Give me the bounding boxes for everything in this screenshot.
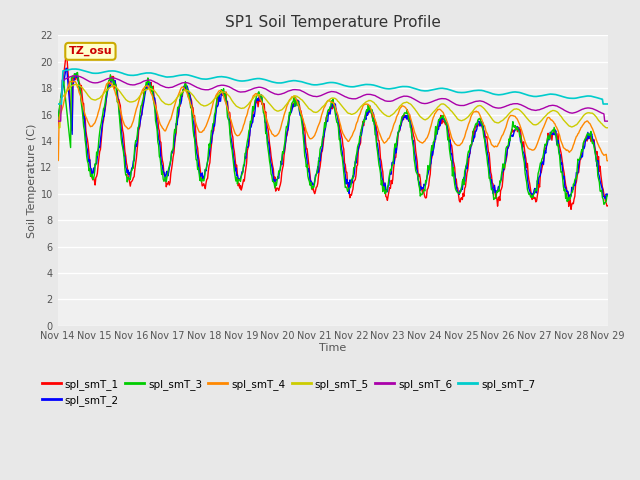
spl_smT_6 xyxy=(417,100,424,106)
Title: SP1 Soil Temperature Profile: SP1 Soil Temperature Profile xyxy=(225,15,440,30)
spl_smT_4 xyxy=(54,158,61,164)
spl_smT_6 xyxy=(401,93,408,99)
spl_smT_3 xyxy=(74,70,81,75)
Line: spl_smT_4: spl_smT_4 xyxy=(58,82,608,161)
spl_smT_7 xyxy=(64,67,72,73)
spl_smT_2 xyxy=(177,101,184,107)
spl_smT_6 xyxy=(206,86,214,92)
spl_smT_3 xyxy=(604,192,612,198)
spl_smT_4 xyxy=(121,123,129,129)
spl_smT_1 xyxy=(604,203,612,209)
spl_smT_5 xyxy=(121,96,129,101)
spl_smT_2 xyxy=(54,118,61,124)
spl_smT_1 xyxy=(177,95,184,101)
Legend: spl_smT_1, spl_smT_2, spl_smT_3, spl_smT_4, spl_smT_5, spl_smT_6, spl_smT_7: spl_smT_1, spl_smT_2, spl_smT_3, spl_smT… xyxy=(38,374,540,410)
spl_smT_3 xyxy=(206,144,214,150)
Line: spl_smT_6: spl_smT_6 xyxy=(58,76,608,121)
spl_smT_3 xyxy=(417,193,424,199)
spl_smT_2 xyxy=(401,114,408,120)
spl_smT_1 xyxy=(401,112,408,118)
spl_smT_5 xyxy=(604,125,612,131)
spl_smT_1 xyxy=(54,125,61,131)
spl_smT_2 xyxy=(417,187,424,193)
spl_smT_1 xyxy=(62,52,70,58)
Line: spl_smT_7: spl_smT_7 xyxy=(58,69,608,104)
spl_smT_1 xyxy=(206,160,214,166)
spl_smT_7 xyxy=(401,84,408,89)
Line: spl_smT_2: spl_smT_2 xyxy=(58,68,608,199)
spl_smT_5 xyxy=(401,100,408,106)
Y-axis label: Soil Temperature (C): Soil Temperature (C) xyxy=(28,123,38,238)
spl_smT_7 xyxy=(417,87,424,93)
spl_smT_4 xyxy=(177,86,184,92)
spl_smT_2 xyxy=(602,196,609,202)
spl_smT_7 xyxy=(54,101,61,107)
spl_smT_2 xyxy=(206,146,214,152)
spl_smT_1 xyxy=(65,74,72,80)
spl_smT_3 xyxy=(64,115,72,121)
spl_smT_4 xyxy=(64,85,72,91)
spl_smT_2 xyxy=(604,191,612,197)
Text: TZ_osu: TZ_osu xyxy=(68,46,112,57)
Line: spl_smT_5: spl_smT_5 xyxy=(58,84,608,128)
spl_smT_2 xyxy=(62,65,70,71)
spl_smT_1 xyxy=(417,176,424,181)
spl_smT_6 xyxy=(604,118,612,124)
spl_smT_6 xyxy=(177,81,184,86)
spl_smT_5 xyxy=(64,88,72,94)
spl_smT_5 xyxy=(417,114,424,120)
spl_smT_4 xyxy=(401,104,408,109)
spl_smT_5 xyxy=(177,90,184,96)
spl_smT_4 xyxy=(417,139,424,145)
spl_smT_2 xyxy=(121,154,129,159)
spl_smT_4 xyxy=(206,113,214,119)
Line: spl_smT_3: spl_smT_3 xyxy=(58,72,608,204)
spl_smT_6 xyxy=(121,80,129,85)
spl_smT_7 xyxy=(206,76,214,82)
spl_smT_2 xyxy=(65,84,72,90)
spl_smT_5 xyxy=(54,125,61,131)
spl_smT_3 xyxy=(401,110,408,116)
spl_smT_1 xyxy=(567,206,575,212)
spl_smT_7 xyxy=(177,72,184,78)
spl_smT_3 xyxy=(600,202,608,207)
X-axis label: Time: Time xyxy=(319,343,346,353)
spl_smT_7 xyxy=(121,71,129,77)
spl_smT_1 xyxy=(121,149,129,155)
spl_smT_6 xyxy=(64,75,72,81)
spl_smT_7 xyxy=(604,101,612,107)
spl_smT_4 xyxy=(67,79,74,84)
spl_smT_3 xyxy=(54,118,61,124)
Line: spl_smT_1: spl_smT_1 xyxy=(58,55,608,209)
spl_smT_3 xyxy=(121,166,129,172)
spl_smT_3 xyxy=(177,90,184,96)
spl_smT_6 xyxy=(54,118,61,124)
spl_smT_7 xyxy=(70,66,78,72)
spl_smT_5 xyxy=(206,101,214,107)
spl_smT_6 xyxy=(71,73,79,79)
spl_smT_4 xyxy=(604,158,612,164)
spl_smT_5 xyxy=(71,82,79,87)
